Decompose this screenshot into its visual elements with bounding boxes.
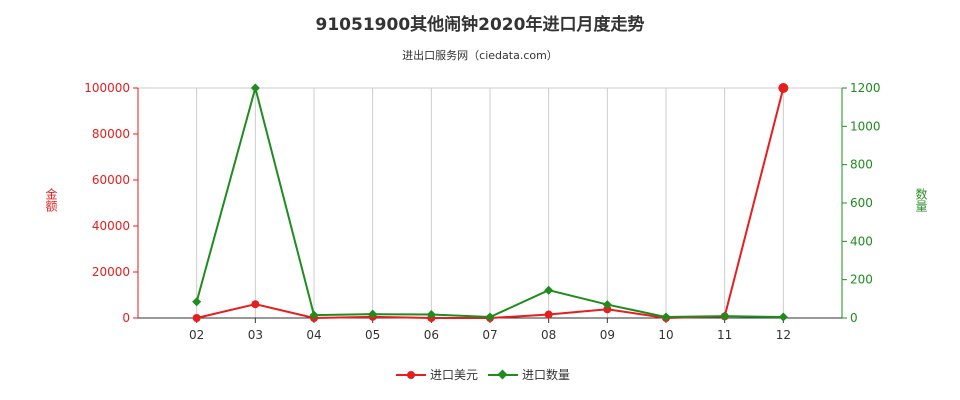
y-tick-label-left: 60000	[92, 173, 130, 187]
x-tick-label: 02	[189, 328, 204, 342]
y-ticks-right: 0 200 400 600 800 1000 1200	[842, 81, 881, 325]
legend-item-quantity[interactable]: 进口数量	[488, 366, 570, 383]
data-point-quantity	[602, 300, 612, 310]
y-tick-label-left: 0	[122, 311, 130, 325]
y-tick-label-left: 80000	[92, 127, 130, 141]
data-point-quantity	[309, 310, 319, 320]
x-tick-label: 09	[600, 328, 615, 342]
x-tick-label: 04	[306, 328, 321, 342]
chart-subtitle: 进出口服务网（ciedata.com）	[402, 49, 558, 62]
y-tick-label-right: 200	[850, 273, 873, 287]
legend-label-amount: 进口美元	[430, 368, 479, 382]
legend: 进口美元 进口数量	[0, 366, 960, 386]
y-tick-label-left: 20000	[92, 265, 130, 279]
x-tick-label: 06	[424, 328, 439, 342]
data-point-quantity	[250, 83, 260, 93]
x-tick-label: 12	[776, 328, 791, 342]
legend-swatch-quantity	[488, 369, 518, 380]
data-point-quantity	[485, 312, 495, 322]
y-axis-left-label: 金额	[44, 188, 58, 212]
data-point-quantity	[720, 311, 730, 321]
x-tick-label: 10	[658, 328, 673, 342]
data-point-amount	[603, 305, 612, 314]
x-ticks: 02 03 04 05 06 07 08 09 10 11 12	[189, 318, 791, 342]
y-tick-label-right: 1200	[850, 81, 881, 95]
y-tick-label-right: 1000	[850, 119, 881, 133]
x-tick-label: 03	[248, 328, 263, 342]
legend-swatch-amount	[396, 370, 426, 380]
x-tick-label: 11	[717, 328, 732, 342]
y-tick-label-right: 0	[850, 311, 858, 325]
data-point-quantity	[778, 312, 788, 322]
data-point-quantity	[426, 310, 436, 320]
data-point-quantity	[192, 297, 202, 307]
y-tick-label-right: 600	[850, 196, 873, 210]
data-point-quantity	[661, 312, 671, 322]
x-tick-label: 05	[365, 328, 380, 342]
grid-lines	[138, 87, 842, 318]
data-point-amount	[251, 300, 260, 309]
y-ticks-left: 0 20000 40000 60000 80000 100000	[84, 81, 138, 325]
data-point-quantity	[544, 285, 554, 295]
series-layer	[192, 83, 789, 322]
y-tick-label-right: 400	[850, 234, 873, 248]
data-point-amount	[544, 310, 553, 319]
legend-label-quantity: 进口数量	[522, 368, 571, 382]
data-point-amount	[778, 83, 789, 93]
x-tick-label: 07	[482, 328, 497, 342]
data-point-quantity	[368, 309, 378, 319]
y-tick-label-left: 100000	[84, 81, 130, 95]
y-tick-label-right: 800	[850, 158, 873, 172]
y-axis-right-label: 数量	[914, 188, 928, 212]
x-tick-label: 08	[541, 328, 556, 342]
data-point-amount	[192, 314, 201, 322]
legend-item-amount[interactable]: 进口美元	[396, 366, 478, 383]
chart-title: 91051900其他闹钟2020年进口月度走势	[315, 15, 645, 35]
y-tick-label-left: 40000	[92, 219, 130, 233]
